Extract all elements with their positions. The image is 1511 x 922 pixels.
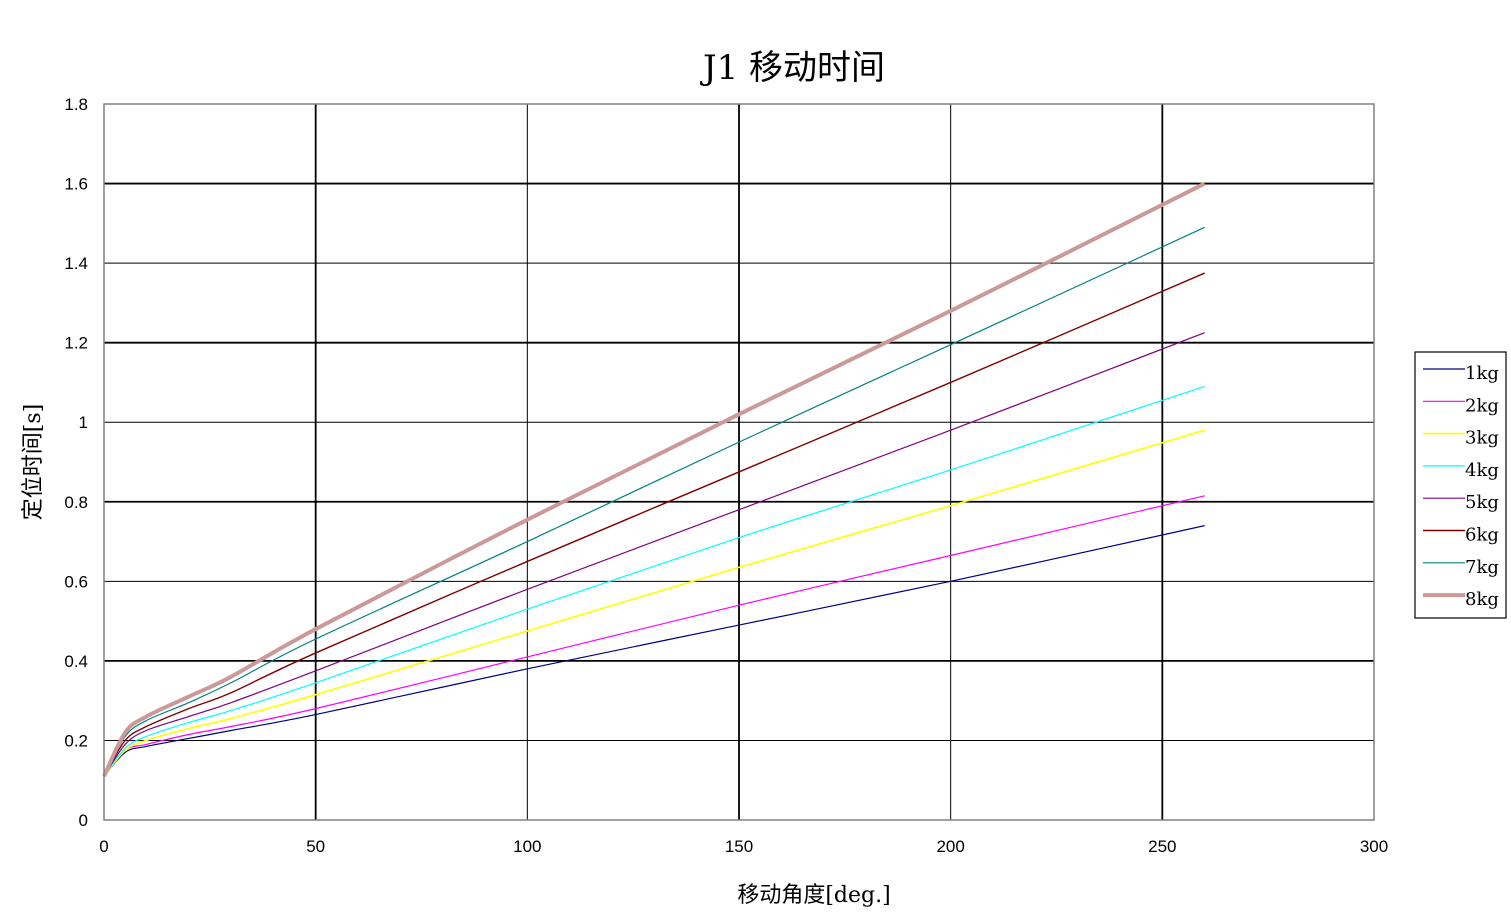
series-line-5kg <box>103 332 1205 777</box>
y-tick-label: 1.6 <box>64 175 88 194</box>
legend-label-4kg: 4kg <box>1465 460 1499 481</box>
legend-label-6kg: 6kg <box>1465 525 1499 546</box>
chart-title: J1 移动时间 <box>700 48 885 88</box>
x-tick-label: 200 <box>936 837 964 856</box>
series-line-8kg <box>102 181 1206 778</box>
legend-label-7kg: 7kg <box>1465 557 1499 578</box>
x-axis-title: 移动角度[deg.] <box>737 883 890 908</box>
plot-area-border <box>103 103 1375 821</box>
series-line-4kg <box>103 385 1205 777</box>
series-lines <box>102 181 1206 778</box>
y-axis-title: 定位时间[s] <box>21 404 46 520</box>
legend-box <box>1414 351 1507 619</box>
series-line-7kg <box>103 226 1205 777</box>
y-tick-label: 0.8 <box>64 493 88 512</box>
legend-label-3kg: 3kg <box>1465 428 1499 449</box>
x-tick-labels: 0 50 100 150 200 250 300 <box>99 837 1388 856</box>
legend-label-5kg: 5kg <box>1465 492 1499 513</box>
legend-label-1kg: 1kg <box>1465 363 1499 384</box>
y-tick-label: 0.4 <box>64 652 88 671</box>
y-tick-label: 1.4 <box>64 254 88 273</box>
x-tick-label: 250 <box>1148 837 1176 856</box>
x-tick-label: 150 <box>725 837 753 856</box>
y-tick-label: 1.2 <box>64 334 88 353</box>
series-line-6kg <box>103 272 1205 777</box>
x-tick-label: 0 <box>99 837 108 856</box>
series-line-2kg <box>103 495 1205 777</box>
series-line-1kg <box>103 525 1205 777</box>
y-tick-label: 0.2 <box>64 731 88 750</box>
x-tick-label: 50 <box>306 837 325 856</box>
legend: 1kg 2kg 3kg 4kg 5kg 6kg 7kg 8kg <box>1414 351 1507 619</box>
series-line-3kg <box>103 429 1205 777</box>
y-tick-label: 0.6 <box>64 572 88 591</box>
grid-lines <box>104 104 1374 820</box>
y-tick-labels: 0 0.2 0.4 0.6 0.8 1 1.2 1.4 1.6 1.8 <box>64 95 88 830</box>
x-tick-label: 300 <box>1360 837 1388 856</box>
legend-label-8kg: 8kg <box>1465 589 1499 610</box>
legend-label-2kg: 2kg <box>1465 395 1499 416</box>
y-tick-label: 0 <box>79 811 88 830</box>
y-tick-label: 1 <box>79 413 88 432</box>
x-tick-label: 100 <box>513 837 541 856</box>
y-tick-label: 1.8 <box>64 95 88 114</box>
